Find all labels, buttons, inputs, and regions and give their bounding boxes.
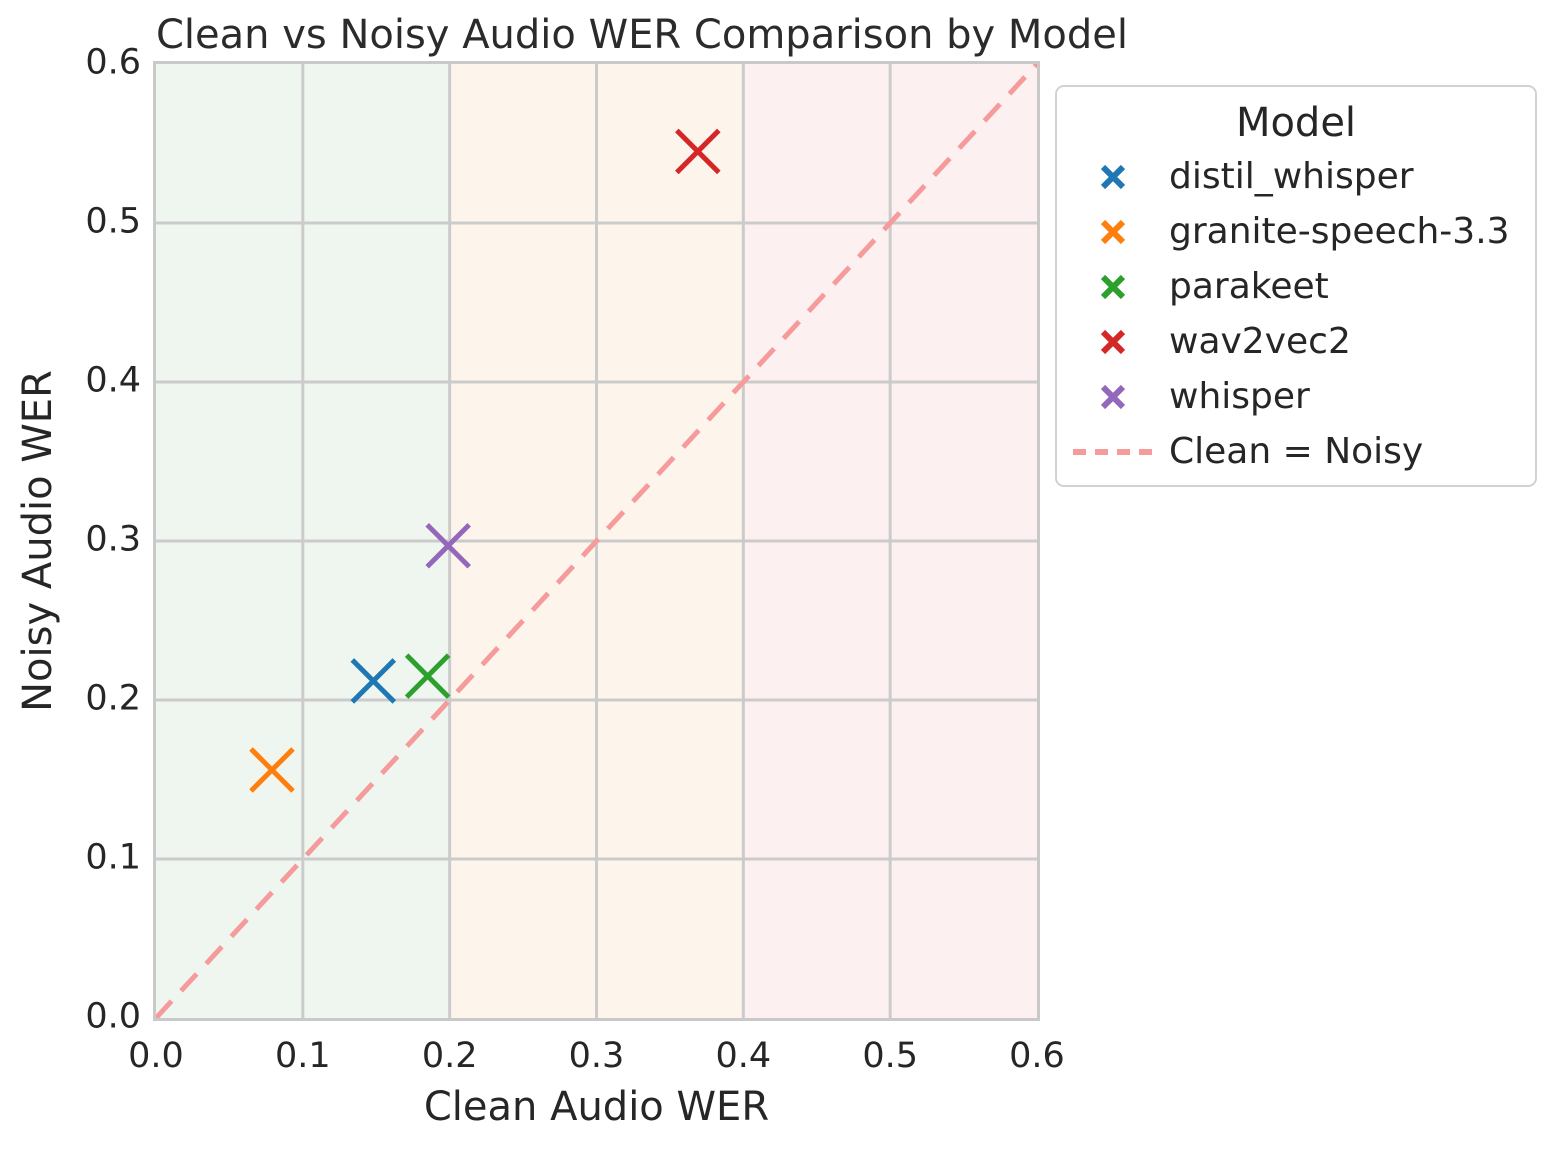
y-tick-label-0.3: 0.3	[85, 519, 141, 560]
x-tick-label-0.1: 0.1	[274, 1036, 331, 1076]
x-marker-glyph	[1100, 384, 1126, 409]
data-point-parakeet	[404, 653, 451, 699]
reference-line	[156, 64, 1037, 1018]
chart-title: Clean vs Noisy Audio WER Comparison by M…	[156, 12, 1129, 58]
legend-label: parakeet	[1169, 266, 1329, 307]
data-point-distil_whisper	[350, 658, 397, 704]
legend-item-wav2vec2: wav2vec2	[1057, 314, 1535, 369]
x-tick-label-0.0: 0.0	[128, 1036, 184, 1076]
x-tick-label-0.6: 0.6	[1009, 1036, 1065, 1076]
legend: Model distil_whisper granite-speech-3.3	[1055, 85, 1537, 487]
x-tick-label-0.3: 0.3	[568, 1036, 625, 1076]
legend-item-reference-line: Clean = Noisy	[1057, 424, 1535, 479]
x-tick-label-0.5: 0.5	[862, 1036, 918, 1076]
y-axis-label: Noisy Audio WER	[15, 370, 61, 712]
x-tick-label-0.2: 0.2	[421, 1036, 478, 1076]
dashed-line-icon	[1057, 446, 1169, 458]
legend-label: whisper	[1169, 376, 1310, 417]
x-tick-label-0.4: 0.4	[715, 1036, 772, 1076]
y-tick-label-0.1: 0.1	[85, 837, 141, 878]
plot-area	[153, 61, 1040, 1021]
x-marker-icon	[1057, 380, 1169, 414]
y-tick-label-0.6: 0.6	[85, 42, 141, 83]
legend-label: Clean = Noisy	[1169, 431, 1424, 472]
plot-canvas	[156, 64, 1037, 1018]
x-marker-glyph	[1100, 329, 1126, 354]
x-marker-icon	[1057, 160, 1169, 194]
legend-item-parakeet: parakeet	[1057, 259, 1535, 314]
legend-label: wav2vec2	[1169, 321, 1351, 362]
x-marker-icon	[1057, 325, 1169, 359]
y-tick-label-0.5: 0.5	[85, 201, 141, 242]
x-axis-label: Clean Audio WER	[423, 1084, 770, 1130]
legend-item-granite-speech: granite-speech-3.3	[1057, 204, 1535, 259]
y-tick-label-0.2: 0.2	[85, 678, 141, 719]
data-point-whisper	[425, 523, 471, 569]
x-marker-glyph	[1100, 164, 1126, 189]
x-marker-icon	[1057, 270, 1169, 304]
data-point-granite-speech-3.3	[249, 747, 295, 793]
y-tick-label-0.4: 0.4	[85, 360, 141, 401]
x-marker-icon	[1057, 215, 1169, 249]
y-tick-label-0.0: 0.0	[85, 996, 141, 1037]
legend-title: Model	[1235, 100, 1357, 146]
legend-label: granite-speech-3.3	[1169, 211, 1510, 252]
data-point-wav2vec2	[675, 128, 721, 175]
legend-item-whisper: whisper	[1057, 369, 1535, 424]
legend-item-distil-whisper: distil_whisper	[1057, 149, 1535, 204]
x-marker-glyph	[1100, 219, 1126, 244]
legend-label: distil_whisper	[1169, 156, 1414, 197]
x-marker-glyph	[1100, 274, 1126, 299]
